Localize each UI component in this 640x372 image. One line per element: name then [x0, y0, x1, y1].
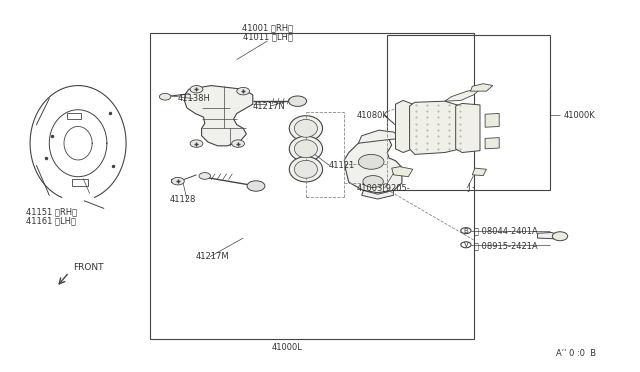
Bar — [67, 113, 81, 119]
Polygon shape — [396, 100, 413, 153]
Text: 41001 〈RH〉: 41001 〈RH〉 — [242, 23, 293, 32]
Polygon shape — [485, 113, 499, 127]
Polygon shape — [445, 89, 480, 101]
Text: 41000L: 41000L — [271, 343, 302, 352]
Text: Aʹʹ 0 :0  B: Aʹʹ 0 :0 B — [556, 349, 596, 358]
Polygon shape — [392, 167, 413, 177]
Polygon shape — [485, 138, 499, 149]
Ellipse shape — [294, 119, 317, 137]
Ellipse shape — [289, 116, 323, 141]
Text: FRONT: FRONT — [74, 263, 104, 272]
Circle shape — [358, 154, 384, 169]
Text: B: B — [463, 228, 468, 234]
Text: J -: J - — [467, 183, 476, 192]
Polygon shape — [344, 136, 402, 193]
Bar — [387, 35, 550, 190]
Polygon shape — [358, 130, 402, 143]
Polygon shape — [472, 168, 486, 176]
Circle shape — [247, 181, 265, 191]
Text: 41003[9205-: 41003[9205- — [357, 183, 411, 192]
Text: 41151 〈RH〩: 41151 〈RH〩 — [26, 208, 77, 217]
Polygon shape — [362, 190, 394, 199]
Polygon shape — [410, 101, 461, 154]
Circle shape — [552, 232, 568, 241]
Circle shape — [199, 173, 211, 179]
Circle shape — [289, 96, 307, 106]
Circle shape — [232, 140, 244, 147]
Ellipse shape — [294, 140, 317, 158]
Ellipse shape — [289, 136, 323, 161]
Text: V: V — [463, 242, 468, 248]
Text: Ⓥ 08915-2421A: Ⓥ 08915-2421A — [474, 241, 538, 250]
Text: 41000K: 41000K — [563, 111, 595, 120]
Circle shape — [363, 176, 383, 187]
Text: 41161 〈LH〩: 41161 〈LH〩 — [26, 217, 76, 226]
Circle shape — [172, 177, 184, 185]
Circle shape — [237, 87, 250, 95]
Text: Ⓑ 08044-2401A: Ⓑ 08044-2401A — [474, 226, 538, 235]
Bar — [150, 33, 474, 339]
Polygon shape — [470, 84, 493, 91]
Bar — [72, 179, 88, 186]
Text: 41138H: 41138H — [178, 94, 211, 103]
Text: 41217N: 41217N — [253, 102, 285, 110]
Ellipse shape — [289, 157, 323, 182]
Text: 41217M: 41217M — [195, 252, 229, 261]
Text: 41080K: 41080K — [357, 111, 389, 120]
Circle shape — [159, 93, 171, 100]
Text: 41121: 41121 — [328, 161, 355, 170]
Ellipse shape — [294, 160, 317, 178]
Circle shape — [190, 86, 203, 93]
Polygon shape — [456, 103, 480, 153]
Text: 41011 〈LH〉: 41011 〈LH〉 — [243, 33, 292, 42]
Polygon shape — [538, 232, 557, 239]
Circle shape — [190, 140, 203, 147]
Text: 41128: 41128 — [170, 195, 196, 203]
Polygon shape — [184, 86, 253, 146]
